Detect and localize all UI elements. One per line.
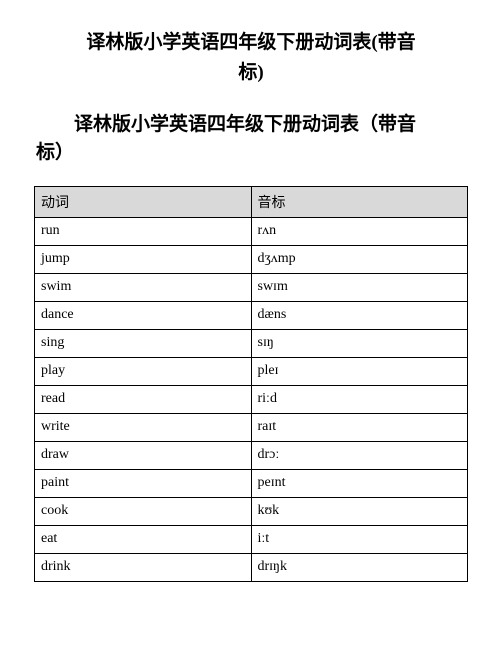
doc-title: 译林版小学英语四年级下册动词表(带音 标) — [34, 28, 468, 89]
ipa-cell: sɪŋ — [251, 329, 468, 357]
verb-cell: dance — [35, 301, 252, 329]
ipa-cell: iːt — [251, 525, 468, 553]
col-header-ipa: 音标 — [251, 186, 468, 217]
table-row: dancedæns — [35, 301, 468, 329]
verb-cell: eat — [35, 525, 252, 553]
verb-cell: cook — [35, 497, 252, 525]
table-row: playpleɪ — [35, 357, 468, 385]
ipa-cell: swɪm — [251, 273, 468, 301]
table-row: runrʌn — [35, 217, 468, 245]
verb-cell: swim — [35, 273, 252, 301]
ipa-cell: peɪnt — [251, 469, 468, 497]
table-row: jumpdʒʌmp — [35, 245, 468, 273]
ipa-cell: raɪt — [251, 413, 468, 441]
ipa-cell: rʌn — [251, 217, 468, 245]
doc-title-line2: 标) — [238, 62, 263, 83]
table-row: drinkdrɪŋk — [35, 553, 468, 581]
ipa-cell: kʊk — [251, 497, 468, 525]
verb-cell: paint — [35, 469, 252, 497]
table-row: eatiːt — [35, 525, 468, 553]
verb-cell: run — [35, 217, 252, 245]
ipa-cell: riːd — [251, 385, 468, 413]
doc-subtitle-line2: 标） — [36, 142, 74, 163]
verb-cell: sing — [35, 329, 252, 357]
verb-cell: drink — [35, 553, 252, 581]
table-head-row: 动词 音标 — [35, 186, 468, 217]
table-row: singsɪŋ — [35, 329, 468, 357]
table-row: paintpeɪnt — [35, 469, 468, 497]
doc-title-line1: 译林版小学英语四年级下册动词表(带音 — [86, 32, 415, 53]
table-row: writeraɪt — [35, 413, 468, 441]
col-header-verb: 动词 — [35, 186, 252, 217]
verb-cell: write — [35, 413, 252, 441]
ipa-cell: dʒʌmp — [251, 245, 468, 273]
verb-cell: jump — [35, 245, 252, 273]
verb-cell: play — [35, 357, 252, 385]
ipa-cell: dæns — [251, 301, 468, 329]
table-row: readriːd — [35, 385, 468, 413]
doc-subtitle-line1: 译林版小学英语四年级下册动词表（带音 — [36, 111, 416, 140]
ipa-cell: drɔː — [251, 441, 468, 469]
ipa-cell: pleɪ — [251, 357, 468, 385]
table-row: drawdrɔː — [35, 441, 468, 469]
table-row: swimswɪm — [35, 273, 468, 301]
verb-table: 动词 音标 runrʌnjumpdʒʌmpswimswɪmdancedænssi… — [34, 186, 468, 582]
verb-cell: read — [35, 385, 252, 413]
verb-cell: draw — [35, 441, 252, 469]
doc-subtitle: 译林版小学英语四年级下册动词表（带音 标） — [34, 111, 468, 168]
table-row: cookkʊk — [35, 497, 468, 525]
ipa-cell: drɪŋk — [251, 553, 468, 581]
